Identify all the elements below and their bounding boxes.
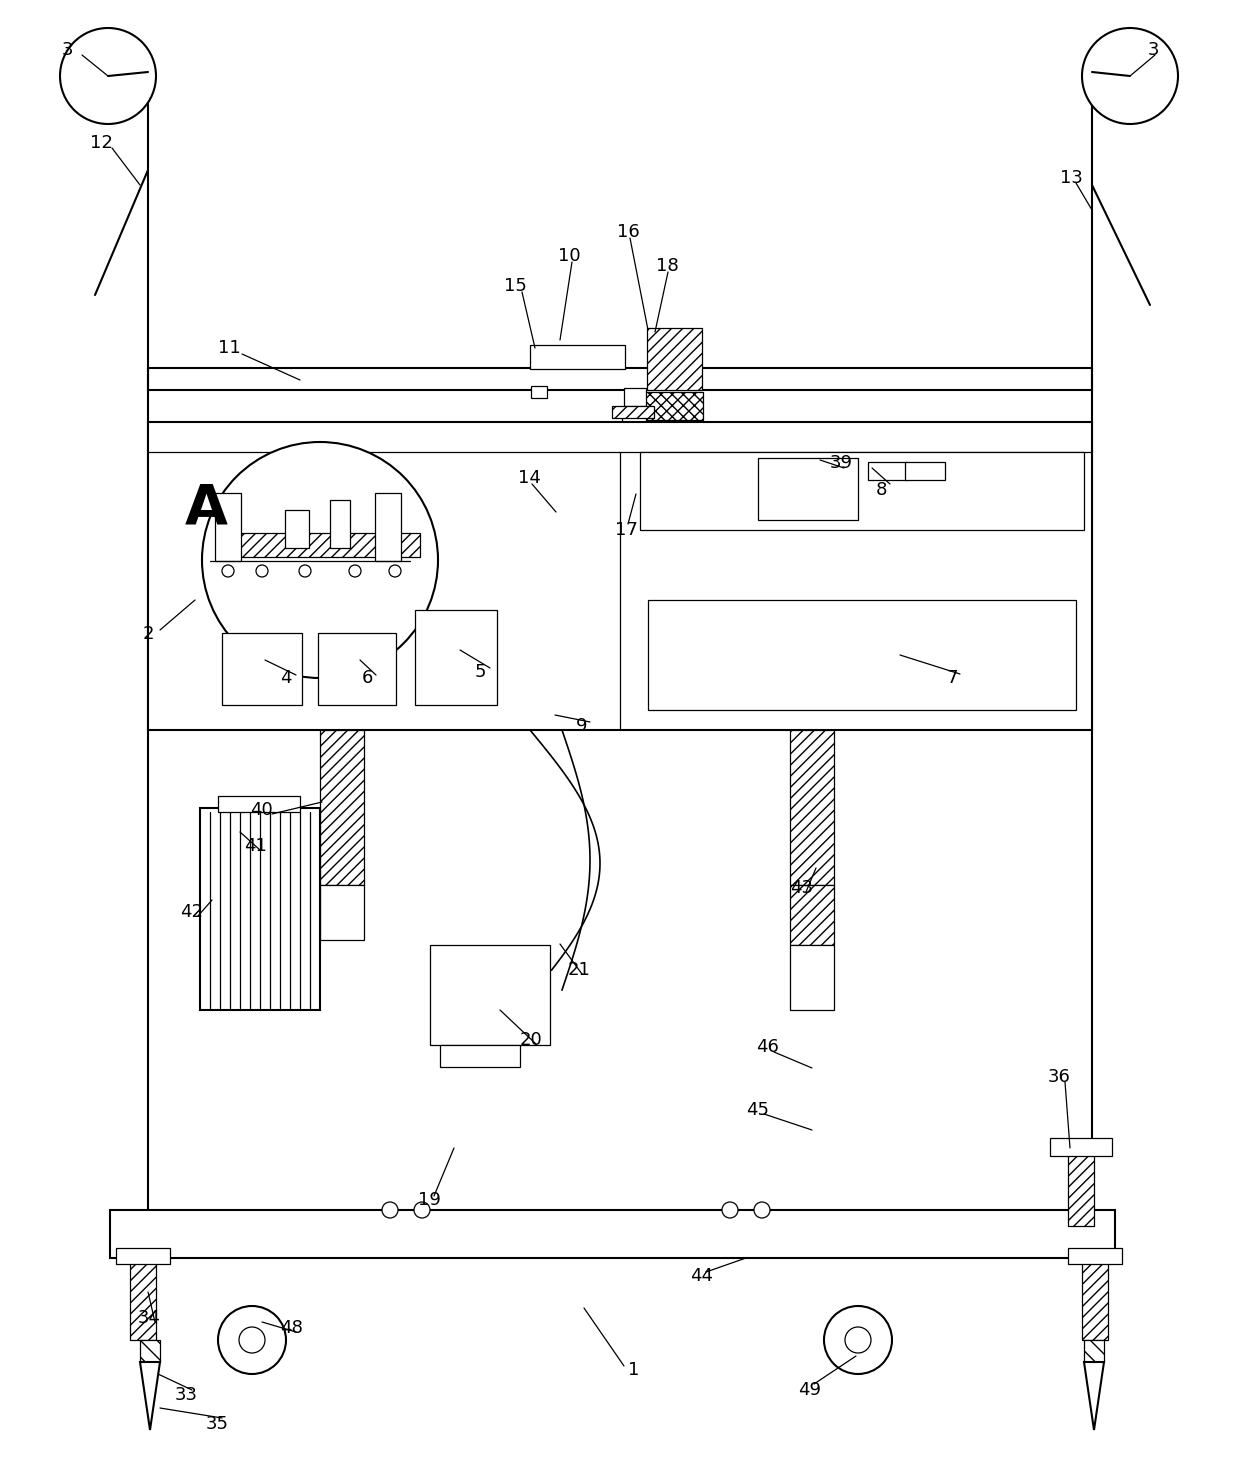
Bar xyxy=(1068,1148,1094,1226)
Bar xyxy=(430,945,551,1045)
Bar xyxy=(215,492,241,562)
Text: 3: 3 xyxy=(1148,41,1159,59)
Bar xyxy=(317,632,396,705)
Circle shape xyxy=(60,28,156,124)
Circle shape xyxy=(844,1327,870,1353)
Circle shape xyxy=(414,1201,430,1218)
Bar xyxy=(613,405,653,419)
Text: 13: 13 xyxy=(1060,170,1083,187)
Text: 19: 19 xyxy=(418,1191,441,1209)
Text: 49: 49 xyxy=(799,1381,821,1399)
Bar xyxy=(330,500,350,548)
Text: 3: 3 xyxy=(62,41,73,59)
Bar xyxy=(529,345,625,368)
Circle shape xyxy=(299,565,311,576)
Text: 6: 6 xyxy=(362,669,373,687)
Text: 43: 43 xyxy=(790,879,813,898)
Text: 41: 41 xyxy=(244,837,267,855)
Bar xyxy=(868,461,908,481)
Circle shape xyxy=(239,1327,265,1353)
Text: 7: 7 xyxy=(946,669,957,687)
Text: 16: 16 xyxy=(618,223,640,242)
Text: 17: 17 xyxy=(615,520,637,539)
Text: 36: 36 xyxy=(1048,1069,1071,1086)
Text: 46: 46 xyxy=(756,1038,779,1055)
Text: A: A xyxy=(185,481,228,535)
Bar xyxy=(635,392,703,420)
Circle shape xyxy=(218,1306,286,1374)
Bar xyxy=(218,796,300,812)
Text: 20: 20 xyxy=(520,1030,543,1049)
Bar xyxy=(758,458,858,520)
Text: 39: 39 xyxy=(830,454,853,472)
Bar xyxy=(1068,1248,1122,1265)
Circle shape xyxy=(825,1306,892,1374)
Circle shape xyxy=(382,1201,398,1218)
Polygon shape xyxy=(140,1362,160,1430)
Bar xyxy=(531,386,547,398)
Bar xyxy=(320,730,365,884)
Circle shape xyxy=(722,1201,738,1218)
Text: 21: 21 xyxy=(568,961,591,979)
Bar xyxy=(110,1210,1115,1257)
Bar xyxy=(790,884,835,945)
Bar xyxy=(130,1257,156,1340)
Text: 12: 12 xyxy=(91,134,113,152)
Bar xyxy=(640,453,1084,531)
Text: 44: 44 xyxy=(689,1268,713,1285)
Bar xyxy=(140,1340,160,1362)
Text: 40: 40 xyxy=(250,800,273,820)
Bar xyxy=(440,1045,520,1067)
Bar xyxy=(148,422,1092,730)
Text: 9: 9 xyxy=(577,716,588,736)
Bar xyxy=(200,808,320,1010)
Text: 14: 14 xyxy=(518,469,541,486)
Bar xyxy=(374,492,401,562)
Text: 42: 42 xyxy=(180,904,203,921)
Bar xyxy=(117,1248,170,1265)
Circle shape xyxy=(1083,28,1178,124)
Bar xyxy=(222,632,303,705)
Circle shape xyxy=(389,565,401,576)
Circle shape xyxy=(202,442,438,678)
Circle shape xyxy=(754,1201,770,1218)
Text: 10: 10 xyxy=(558,248,580,265)
Text: 1: 1 xyxy=(627,1361,640,1380)
Bar xyxy=(790,730,835,884)
Text: 4: 4 xyxy=(280,669,291,687)
Bar xyxy=(1084,1340,1104,1362)
Bar xyxy=(1050,1138,1112,1156)
Bar xyxy=(647,329,702,391)
Circle shape xyxy=(255,565,268,576)
Circle shape xyxy=(222,565,234,576)
Text: 34: 34 xyxy=(138,1309,161,1327)
Text: 35: 35 xyxy=(206,1415,229,1433)
Bar xyxy=(649,600,1076,710)
Bar xyxy=(905,461,945,481)
Text: 11: 11 xyxy=(218,339,241,357)
Bar xyxy=(622,416,646,455)
Text: 33: 33 xyxy=(175,1386,198,1405)
Bar xyxy=(620,455,649,570)
Bar xyxy=(624,388,646,405)
Bar xyxy=(415,610,497,705)
Circle shape xyxy=(348,565,361,576)
Bar xyxy=(219,534,420,557)
Text: 15: 15 xyxy=(503,277,527,295)
Text: 2: 2 xyxy=(143,625,155,643)
Polygon shape xyxy=(1084,1362,1104,1430)
Text: 8: 8 xyxy=(875,481,888,500)
Bar xyxy=(285,510,309,548)
Text: 5: 5 xyxy=(475,663,486,681)
Bar xyxy=(790,945,835,1010)
Bar xyxy=(1083,1257,1109,1340)
Text: 45: 45 xyxy=(746,1101,769,1119)
Text: 48: 48 xyxy=(280,1319,303,1337)
Text: 18: 18 xyxy=(656,256,678,276)
Bar xyxy=(320,884,365,940)
